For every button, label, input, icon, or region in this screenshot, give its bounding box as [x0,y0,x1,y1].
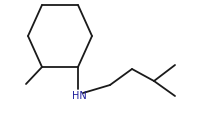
Text: HN: HN [72,90,87,100]
